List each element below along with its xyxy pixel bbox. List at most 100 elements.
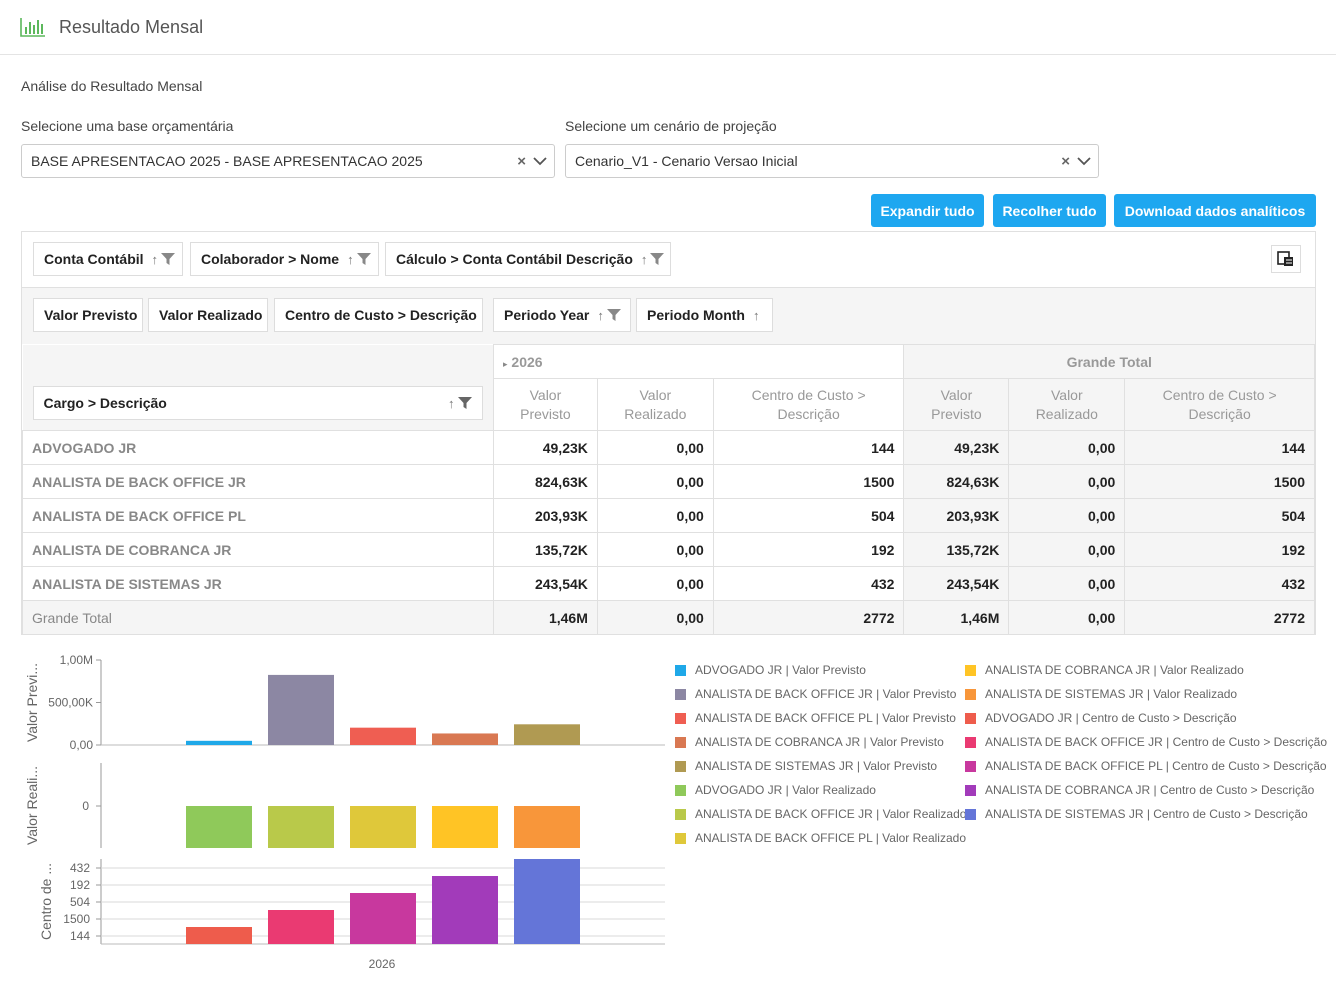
page-title: Resultado Mensal (59, 16, 204, 37)
field-chip-periodo-month[interactable]: Periodo Month ↑ (636, 298, 773, 332)
cell-valor-previsto: 824,63K (492, 464, 598, 499)
filter-icon[interactable] (161, 252, 176, 266)
filter-icon[interactable] (356, 252, 371, 266)
sort-arrow-icon[interactable]: ↑ (753, 307, 760, 323)
legend-item[interactable]: ANALISTA DE SISTEMAS JR | Centro de Cust… (965, 806, 1308, 822)
chevron-down-icon[interactable] (1076, 153, 1092, 169)
bar-valor-previsto (514, 724, 580, 745)
legend-item[interactable]: ANALISTA DE SISTEMAS JR | Valor Realizad… (965, 686, 1237, 702)
legend-label: ANALISTA DE SISTEMAS JR | Centro de Cust… (985, 807, 1308, 821)
field-chip-label: Periodo Month (647, 307, 745, 323)
clear-icon[interactable]: × (1061, 153, 1070, 170)
legend-item[interactable]: ADVOGADO JR | Valor Previsto (675, 662, 866, 678)
layout-toggle-icon[interactable] (1271, 245, 1301, 273)
legend-label: ANALISTA DE BACK OFFICE JR | Centro de C… (985, 735, 1328, 749)
sort-arrow-icon[interactable]: ↑ (347, 251, 354, 267)
legend-label: ANALISTA DE COBRANCA JR | Centro de Cust… (985, 783, 1315, 797)
y-axis-title: Centro de ... (38, 863, 54, 940)
bar-valor-previsto (350, 727, 416, 745)
collapse-all-button[interactable]: Recolher tudo (993, 194, 1106, 227)
legend-swatch (965, 688, 976, 700)
legend-item[interactable]: ADVOGADO JR | Valor Realizado (675, 782, 876, 798)
bar-centro-custo (514, 859, 580, 944)
cell-valor-realizado: 0,00 (596, 532, 714, 567)
legend-swatch (965, 784, 976, 796)
sort-arrow-icon[interactable]: ↑ (448, 395, 455, 411)
legend-swatch (965, 712, 976, 724)
clear-icon[interactable]: × (517, 153, 526, 170)
legend-swatch (675, 664, 686, 676)
legend-swatch (965, 808, 976, 820)
section-subtitle: Análise do Resultado Mensal (21, 78, 203, 94)
row-label: ANALISTA DE COBRANCA JR (22, 532, 494, 567)
cell-total-valor-realizado: 0,00 (596, 600, 714, 635)
field-chip-cargo-descricao[interactable]: Cargo > Descrição ↑ (32, 386, 483, 420)
field-chip-label: Valor Realizado (159, 307, 263, 323)
expand-arrow-icon[interactable]: ▸ (502, 358, 508, 369)
table-row: ANALISTA DE SISTEMAS JR 243,54K 0,00 432… (22, 566, 1315, 601)
x-tick-label: 2026 (369, 957, 396, 971)
legend-label: ADVOGADO JR | Valor Previsto (695, 663, 866, 677)
cell-gt-valor-realizado: 0,00 (1008, 498, 1126, 533)
sort-arrow-icon[interactable]: ↑ (151, 251, 159, 267)
filter-icon[interactable] (457, 396, 472, 410)
field-chip-label: Valor Previsto (44, 307, 138, 323)
cell-gt-valor-realizado: 0,00 (1008, 566, 1126, 601)
expand-all-button[interactable]: Expandir tudo (871, 194, 984, 227)
legend-item[interactable]: ANALISTA DE COBRANCA JR | Valor Previsto (675, 734, 944, 750)
field-chip-valor-realizado[interactable]: Valor Realizado (148, 298, 268, 332)
legend-item[interactable]: ADVOGADO JR | Centro de Custo > Descriçã… (965, 710, 1237, 726)
field-chip-calculo-conta[interactable]: Cálculo > Conta Contábil Descrição ↑ (385, 242, 671, 276)
legend-swatch (675, 712, 686, 724)
filter-icon[interactable] (650, 252, 665, 266)
y-tick-label: 0,00 (70, 738, 94, 752)
sort-arrow-icon[interactable]: ↑ (640, 251, 648, 267)
table-row: ADVOGADO JR 49,23K 0,00 144 49,23K 0,00 … (22, 430, 1315, 465)
col-header-valor-realizado: Valor Realizado (596, 378, 714, 431)
download-analytics-button[interactable]: Download dados analíticos (1114, 194, 1316, 227)
base-select-value: BASE APRESENTACAO 2025 - BASE APRESENTAC… (31, 153, 423, 169)
field-chip-conta-contabil[interactable]: Conta Contábil ↑ (33, 242, 183, 276)
field-chip-colaborador-nome[interactable]: Colaborador > Nome ↑ (190, 242, 379, 276)
legend-item[interactable]: ANALISTA DE COBRANCA JR | Centro de Cust… (965, 782, 1314, 798)
row-label: ANALISTA DE SISTEMAS JR (22, 566, 494, 601)
row-field-area: Cargo > Descrição ↑ (22, 344, 494, 431)
legend-swatch (675, 808, 686, 820)
cenario-select[interactable]: Cenario_V1 - Cenario Versao Inicial × (565, 144, 1099, 178)
bar-centro-custo (268, 910, 334, 944)
cell-gt-valor-realizado: 0,00 (1008, 430, 1126, 465)
field-chip-periodo-year[interactable]: Periodo Year ↑ (493, 298, 631, 332)
legend-item[interactable]: ANALISTA DE COBRANCA JR | Valor Realizad… (965, 662, 1244, 678)
chevron-down-icon[interactable] (532, 153, 548, 169)
sort-arrow-icon[interactable]: ↑ (597, 307, 604, 323)
field-chip-valor-previsto[interactable]: Valor Previsto (33, 298, 143, 332)
legend-label: ANALISTA DE COBRANCA JR | Valor Realizad… (985, 663, 1244, 677)
legend-item[interactable]: ANALISTA DE SISTEMAS JR | Valor Previsto (675, 758, 937, 774)
field-chip-centro-custo[interactable]: Centro de Custo > Descrição (274, 298, 483, 332)
legend-item[interactable]: ANALISTA DE BACK OFFICE PL | Centro de C… (965, 758, 1327, 774)
bar-centro-custo (350, 893, 416, 944)
legend-item[interactable]: ANALISTA DE BACK OFFICE JR | Valor Previ… (675, 686, 956, 702)
row-label: Grande Total (22, 600, 494, 635)
legend-label: ANALISTA DE BACK OFFICE JR | Valor Previ… (695, 687, 957, 701)
y-tick-label: 144 (70, 929, 90, 943)
cell-total-centro-custo: 2772 (712, 600, 905, 635)
base-select[interactable]: BASE APRESENTACAO 2025 - BASE APRESENTAC… (21, 144, 555, 178)
legend-swatch (675, 784, 686, 796)
filter-icon[interactable] (606, 308, 621, 322)
legend-item[interactable]: ANALISTA DE BACK OFFICE JR | Centro de C… (965, 734, 1327, 750)
row-label: ADVOGADO JR (22, 430, 494, 465)
cell-centro-custo: 432 (712, 566, 905, 601)
year-header-2026[interactable]: ▸ 2026 (492, 344, 905, 379)
legend-label: ADVOGADO JR | Valor Realizado (695, 783, 876, 797)
legend-item[interactable]: ANALISTA DE BACK OFFICE PL | Valor Previ… (675, 710, 956, 726)
bar-valor-realizado (186, 806, 252, 848)
cell-total-gt-valor-previsto: 1,46M (903, 600, 1010, 635)
field-chip-label: Colaborador > Nome (201, 251, 340, 267)
y-axis-title: Valor Previ... (24, 663, 40, 742)
legend-item[interactable]: ANALISTA DE BACK OFFICE JR | Valor Reali… (675, 806, 966, 822)
legend-label: ANALISTA DE BACK OFFICE PL | Valor Previ… (695, 711, 956, 725)
filter-fields-area: Conta Contábil ↑ Colaborador > Nome ↑ Cá… (22, 232, 1315, 288)
legend-item[interactable]: ANALISTA DE BACK OFFICE PL | Valor Reali… (675, 830, 966, 846)
cell-centro-custo: 1500 (712, 464, 905, 499)
